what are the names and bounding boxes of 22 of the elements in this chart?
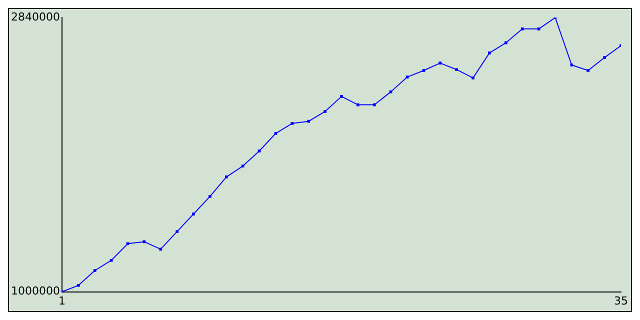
x-tick-label: 1 <box>58 294 66 308</box>
point <box>586 69 590 72</box>
point <box>307 120 310 123</box>
point <box>372 103 376 106</box>
point <box>290 122 294 125</box>
point <box>93 269 96 272</box>
y-tick-label: 2840000 <box>10 10 60 24</box>
point <box>520 28 524 30</box>
point <box>274 132 278 135</box>
point <box>110 258 113 262</box>
point <box>422 69 426 72</box>
point <box>159 248 162 251</box>
point <box>504 41 508 44</box>
point <box>406 76 409 78</box>
y-tick-label: 1000000 <box>10 284 60 298</box>
point <box>258 150 261 152</box>
x-tick-label: 35 <box>614 294 628 308</box>
point <box>570 64 574 66</box>
point <box>438 62 442 64</box>
point <box>356 103 360 106</box>
point <box>241 164 244 168</box>
point <box>537 28 540 30</box>
